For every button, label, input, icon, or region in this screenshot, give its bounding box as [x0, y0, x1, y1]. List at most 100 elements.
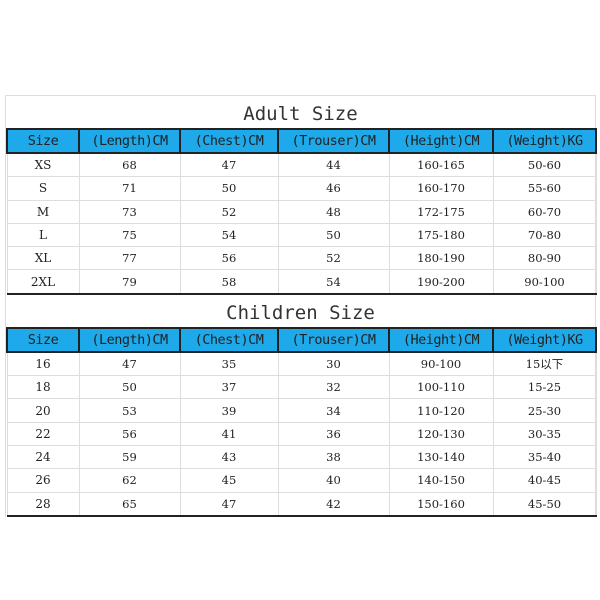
cell-size: 28 [6, 491, 80, 517]
cell-size: S [6, 176, 80, 201]
header-weight: (Weight)KG [492, 128, 597, 154]
adult-size-title: Adult Size [243, 103, 358, 125]
adult-header-row: Size (Length)CM (Chest)CM (Trouser)CM (Heigh… [6, 128, 597, 154]
table-row: 28 65 47 42 150-160 45-50 [6, 491, 597, 517]
cell-chest: 47 [179, 491, 279, 517]
cell-height: 160-165 [388, 152, 494, 178]
cell-weight: 70-80 [492, 222, 597, 248]
cell-length: 47 [78, 351, 181, 377]
cell-weight: 15-25 [492, 375, 597, 400]
children-rows: 16 47 35 30 90-100 15以下 18 50 37 32 100-110 15-25 20… [6, 351, 597, 517]
cell-chest: 43 [179, 444, 279, 470]
cell-trouser: 44 [277, 152, 390, 178]
table-row: M 73 52 48 172-175 60-70 [6, 199, 597, 224]
table-row: 20 53 39 34 110-120 25-30 [6, 398, 597, 423]
cell-weight: 45-50 [492, 491, 597, 517]
cell-trouser: 52 [277, 246, 390, 271]
cell-size: 20 [6, 398, 80, 423]
cell-length: 53 [78, 398, 181, 423]
cell-trouser: 48 [277, 199, 390, 224]
cell-chest: 58 [179, 269, 279, 295]
cell-weight: 40-45 [492, 468, 597, 493]
header-weight: (Weight)KG [492, 326, 597, 353]
cell-chest: 35 [179, 351, 279, 377]
cell-chest: 54 [179, 222, 279, 248]
cell-weight: 90-100 [492, 269, 597, 295]
header-length: (Length)CM [78, 326, 181, 353]
cell-height: 120-130 [388, 421, 494, 446]
table-row: 16 47 35 30 90-100 15以下 [6, 351, 597, 377]
cell-trouser: 42 [277, 491, 390, 517]
table-row: 2XL 79 58 54 190-200 90-100 [6, 269, 597, 295]
cell-weight: 30-35 [492, 421, 597, 446]
cell-size: 26 [6, 468, 80, 493]
cell-chest: 47 [179, 152, 279, 178]
cell-trouser: 46 [277, 176, 390, 201]
cell-size: XL [6, 246, 80, 271]
cell-weight: 50-60 [492, 152, 597, 178]
cell-length: 65 [78, 491, 181, 517]
size-chart: Adult Size Size (Length)CM (Chest)CM (Trous… [5, 95, 597, 517]
table-row: 18 50 37 32 100-110 15-25 [6, 375, 597, 400]
header-size: Size [6, 326, 80, 353]
cell-weight: 80-90 [492, 246, 597, 271]
cell-trouser: 30 [277, 351, 390, 377]
table-row: 22 56 41 36 120-130 30-35 [6, 421, 597, 446]
children-header-row: Size (Length)CM (Chest)CM (Trouser)CM (Heigh… [6, 326, 597, 353]
cell-weight: 25-30 [492, 398, 597, 423]
cell-height: 160-170 [388, 176, 494, 201]
cell-size: L [6, 222, 80, 248]
header-chest: (Chest)CM [179, 128, 279, 154]
cell-size: M [6, 199, 80, 224]
cell-length: 68 [78, 152, 181, 178]
cell-height: 100-110 [388, 375, 494, 400]
cell-height: 110-120 [388, 398, 494, 423]
cell-height: 175-180 [388, 222, 494, 248]
cell-weight: 15以下 [492, 351, 597, 377]
cell-trouser: 54 [277, 269, 390, 295]
cell-height: 130-140 [388, 444, 494, 470]
cell-length: 56 [78, 421, 181, 446]
cell-chest: 39 [179, 398, 279, 423]
table-row: XS 68 47 44 160-165 50-60 [6, 152, 597, 178]
cell-trouser: 50 [277, 222, 390, 248]
cell-height: 172-175 [388, 199, 494, 224]
cell-chest: 50 [179, 176, 279, 201]
table-row: L 75 54 50 175-180 70-80 [6, 222, 597, 248]
cell-length: 50 [78, 375, 181, 400]
cell-trouser: 38 [277, 444, 390, 470]
cell-height: 90-100 [388, 351, 494, 377]
header-trouser: (Trouser)CM [277, 128, 390, 154]
cell-chest: 52 [179, 199, 279, 224]
header-size: Size [6, 128, 80, 154]
cell-length: 71 [78, 176, 181, 201]
cell-height: 140-150 [388, 468, 494, 493]
cell-weight: 35-40 [492, 444, 597, 470]
cell-trouser: 34 [277, 398, 390, 423]
header-chest: (Chest)CM [179, 326, 279, 353]
cell-chest: 41 [179, 421, 279, 446]
header-length: (Length)CM [78, 128, 181, 154]
cell-length: 75 [78, 222, 181, 248]
cell-weight: 55-60 [492, 176, 597, 201]
cell-size: 24 [6, 444, 80, 470]
cell-height: 180-190 [388, 246, 494, 271]
cell-size: 16 [6, 351, 80, 377]
cell-trouser: 36 [277, 421, 390, 446]
table-row: S 71 50 46 160-170 55-60 [6, 176, 597, 201]
cell-chest: 37 [179, 375, 279, 400]
cell-size: XS [6, 152, 80, 178]
cell-length: 79 [78, 269, 181, 295]
cell-length: 77 [78, 246, 181, 271]
adult-rows: XS 68 47 44 160-165 50-60 S 71 50 46 160-170 55-60 M… [6, 152, 597, 295]
cell-height: 190-200 [388, 269, 494, 295]
cell-size: 18 [6, 375, 80, 400]
cell-chest: 56 [179, 246, 279, 271]
table-row: XL 77 56 52 180-190 80-90 [6, 246, 597, 271]
header-trouser: (Trouser)CM [277, 326, 390, 353]
cell-trouser: 40 [277, 468, 390, 493]
cell-length: 73 [78, 199, 181, 224]
table-row: 24 59 43 38 130-140 35-40 [6, 444, 597, 470]
header-height: (Height)CM [388, 128, 494, 154]
children-size-table: Size (Length)CM (Chest)CM (Trouser)CM (Heigh… [6, 326, 597, 517]
